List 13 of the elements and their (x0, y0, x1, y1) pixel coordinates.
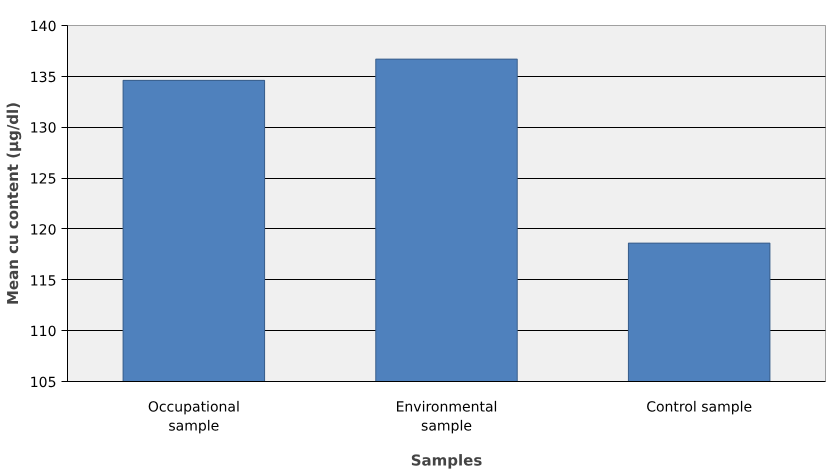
y-axis-title: Mean cu content (µg/dl) (4, 102, 22, 306)
y-tick-label: 125 (30, 172, 57, 188)
x-axis-title: Samples (410, 452, 482, 470)
y-tick-label: 135 (30, 70, 57, 86)
y-tick-label: 140 (30, 19, 57, 35)
y-tick-label: 110 (30, 324, 57, 340)
x-tick-label: Environmental sample (396, 400, 498, 435)
x-tick-label: Control sample (646, 400, 752, 416)
y-tick-label: 105 (30, 375, 57, 391)
x-tick-label: Occupational sample (148, 400, 240, 435)
y-tick-label: 115 (30, 273, 57, 290)
y-tick-label: 130 (30, 120, 57, 137)
y-tick-label: 120 (30, 222, 57, 238)
